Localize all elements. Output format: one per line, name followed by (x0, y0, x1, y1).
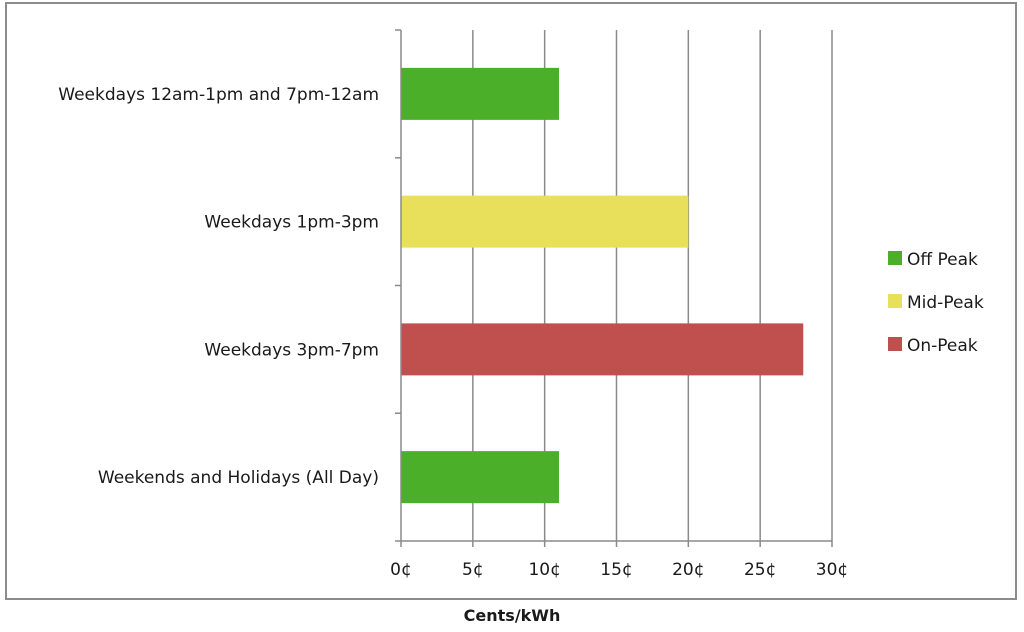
legend-swatch (888, 337, 902, 351)
x-tick-label: 5¢ (462, 560, 484, 580)
bar (401, 195, 689, 248)
x-tick-label: 0¢ (390, 560, 412, 580)
category-label: Weekends and Holidays (All Day) (98, 468, 379, 488)
bar (401, 323, 804, 376)
axes (395, 29, 833, 547)
category-label: Weekdays 1pm-3pm (204, 213, 379, 233)
legend: Off Peak Mid-Peak On-Peak (888, 250, 984, 356)
x-tick-label: 20¢ (672, 560, 704, 580)
category-labels: Weekdays 12am-1pm and 7pm-12am Weekdays 1… (58, 85, 379, 488)
bar (401, 67, 560, 120)
x-axis-label: Cents/kWh (463, 606, 561, 625)
category-label: Weekdays 3pm-7pm (204, 340, 379, 360)
bar-chart: Weekdays 12am-1pm and 7pm-12am Weekdays 1… (58, 29, 984, 580)
x-tick-label: 15¢ (600, 560, 632, 580)
x-tick-label: 10¢ (528, 560, 560, 580)
x-tick-label: 25¢ (744, 560, 776, 580)
legend-swatch (888, 251, 902, 265)
legend-label: Off Peak (907, 250, 978, 270)
category-label: Weekdays 12am-1pm and 7pm-12am (58, 85, 379, 105)
x-tick-label: 30¢ (816, 560, 848, 580)
bars (401, 67, 804, 504)
legend-swatch (888, 294, 902, 308)
legend-label: Mid-Peak (907, 293, 984, 313)
x-tick-labels: 0¢ 5¢ 10¢ 15¢ 20¢ 25¢ 30¢ (390, 560, 848, 580)
bar (401, 451, 560, 504)
legend-label: On-Peak (907, 336, 978, 356)
